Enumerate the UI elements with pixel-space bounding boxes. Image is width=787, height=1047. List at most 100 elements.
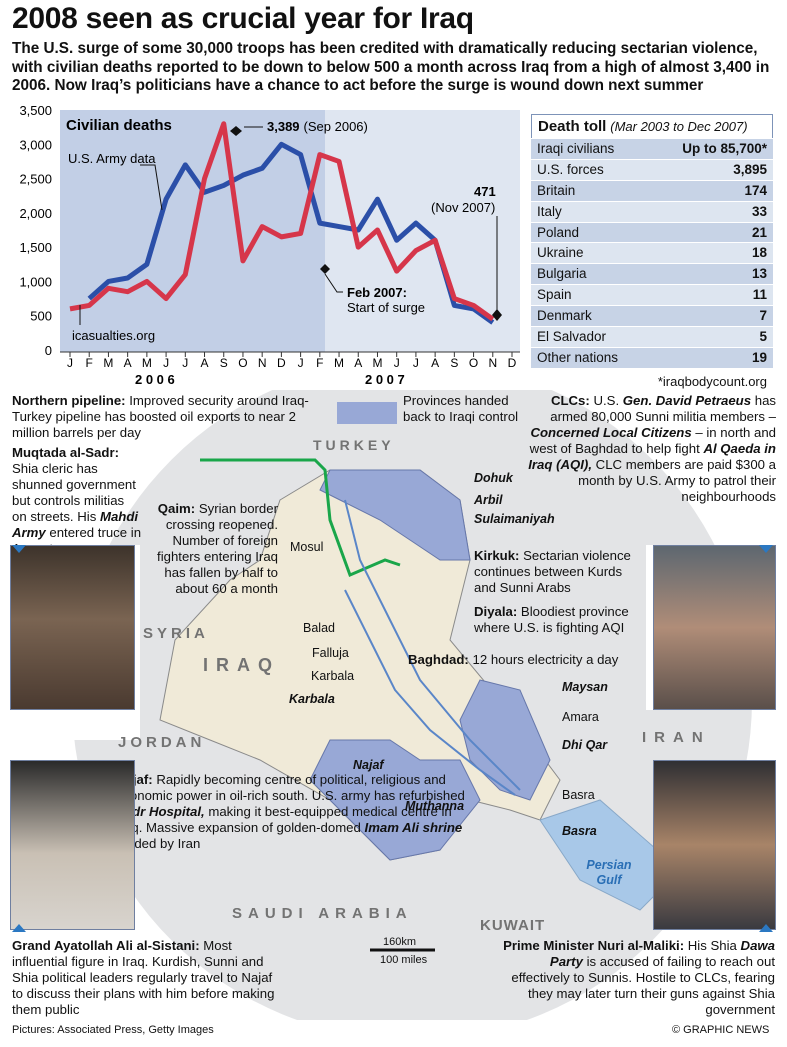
note-qaim: Qaim: Syrian border crossing reopened. N… <box>157 501 278 596</box>
y-tick-label: 3,500 <box>19 103 52 118</box>
death-toll-label: Iraqi civilians <box>537 141 615 156</box>
province-arbil: Arbil <box>474 493 503 507</box>
death-toll-label: Italy <box>537 203 562 219</box>
note-sistani: Grand Ayatollah Ali al-Sistani: Most inf… <box>12 938 275 1017</box>
scale-km: 160km <box>383 936 417 948</box>
note-clc: CLCs: U.S. Gen. David Petraeus has armed… <box>528 393 776 504</box>
death-toll-row: Iraqi civilians Up to 85,700* <box>531 138 773 159</box>
marker-maliki-icon <box>759 924 773 932</box>
tigris-river <box>344 499 521 791</box>
note-maliki: Prime Minister Nuri al-Maliki: His Shia … <box>503 938 775 1017</box>
y-tick-label: 1,500 <box>19 240 52 255</box>
city-mosul: Mosul <box>290 540 324 554</box>
series-line-1 <box>69 121 495 322</box>
death-toll-value: 3,895 <box>733 161 767 177</box>
surge-title: Feb 2007: <box>347 285 407 300</box>
death-toll-label: U.S. forces <box>537 161 604 177</box>
note-pipeline: Northern pipeline: Improved security aro… <box>12 393 309 440</box>
surge-text: Start of surge <box>347 300 425 315</box>
death-toll-label: El Salvador <box>537 329 607 345</box>
x-tick-label: D <box>277 356 286 370</box>
marker-petraeus-icon <box>759 545 773 553</box>
country-iran: IRAN <box>642 729 711 746</box>
y-tick-label: 0 <box>45 343 52 358</box>
death-toll-label: Britain <box>537 182 576 198</box>
death-toll-label: Other nations <box>537 349 619 365</box>
y-tick-label: 500 <box>30 309 52 324</box>
najaf-muthanna-provinces <box>309 739 481 861</box>
x-tick-label: M <box>142 356 152 370</box>
note-sadr: Muqtada al-Sadr: Shia cleric has shunned… <box>12 445 142 556</box>
death-toll-value: 11 <box>752 287 767 303</box>
scale-miles: 100 miles <box>380 954 428 966</box>
death-toll-row: Bulgaria 13 <box>531 263 773 285</box>
x-tick-label: A <box>354 356 362 370</box>
death-toll-label: Ukraine <box>537 245 584 261</box>
x-tick-label: O <box>469 356 478 370</box>
x-tick-label: J <box>394 356 400 370</box>
x-tick-label: J <box>182 356 188 370</box>
death-toll-row: Britain 174 <box>531 179 773 201</box>
province-sulaimaniyah: Sulaimaniyah <box>474 512 555 526</box>
city-amara: Amara <box>562 710 599 724</box>
intro-text: The U.S. surge of some 30,000 troops has… <box>12 40 770 94</box>
headline: 2008 seen as crucial year for Iraq <box>12 2 474 35</box>
photo-maliki <box>653 760 776 930</box>
series-line-0 <box>87 141 495 325</box>
death-toll-label: Spain <box>537 287 572 303</box>
x-tick-label: D <box>508 356 517 370</box>
death-toll-row: Other nations 19 <box>531 346 773 368</box>
x-tick-label: J <box>67 356 73 370</box>
legend-provinces-text: Provinces handed back to Iraqi control <box>403 393 519 424</box>
chart-title: Civilian deaths <box>66 117 172 134</box>
legend-swatch <box>337 402 397 424</box>
city-karbala: Karbala <box>311 669 355 683</box>
country-kuwait: KUWAIT <box>480 917 546 934</box>
latest-marker <box>492 309 502 321</box>
province-maysan: Maysan <box>562 680 608 694</box>
death-toll-value: 33 <box>751 203 767 219</box>
northern-pipeline <box>200 458 401 578</box>
x-tick-label: F <box>316 356 323 370</box>
city-balad: Balad <box>303 621 335 635</box>
province-dhi-qar: Dhi Qar <box>562 738 608 752</box>
province-basra: Basra <box>562 824 597 838</box>
death-toll-value: 21 <box>751 224 767 240</box>
footer-credits: Pictures: Associated Press, Getty Images <box>12 1024 214 1036</box>
euphrates-river <box>344 589 516 796</box>
city-basra: Basra <box>562 788 595 802</box>
x-tick-label: A <box>201 356 209 370</box>
country-iraq: IRAQ <box>203 655 280 675</box>
death-toll-label: Poland <box>537 224 580 240</box>
persian-gulf-label: Persian Gulf <box>586 858 632 887</box>
death-toll-row: Denmark 7 <box>531 305 773 327</box>
death-toll-label: Bulgaria <box>537 266 587 282</box>
photo-petraeus <box>653 545 776 710</box>
y-tick-label: 1,000 <box>19 274 52 289</box>
x-tick-label: J <box>413 356 419 370</box>
death-toll-value: 18 <box>751 245 767 261</box>
death-toll-header: Death toll (Mar 2003 to Dec 2007) <box>531 114 773 138</box>
country-turkey: TURKEY <box>313 437 395 453</box>
death-toll-value: Up to 85,700* <box>682 141 767 156</box>
y-tick-label: 2,500 <box>19 172 52 187</box>
x-tick-label: F <box>86 356 93 370</box>
x-tick-label: M <box>372 356 382 370</box>
surge-marker <box>320 264 330 274</box>
death-toll-value: 7 <box>759 308 767 324</box>
note-diyala: Diyala: Bloodiest province where U.S. is… <box>474 604 629 635</box>
death-toll-value: 174 <box>744 182 767 198</box>
country-syria: SYRIA <box>143 625 209 642</box>
death-toll-value: 5 <box>759 329 767 345</box>
x-tick-label: M <box>103 356 113 370</box>
army-label: U.S. Army data <box>68 151 156 166</box>
kurdistan-provinces <box>319 469 471 561</box>
year-label-2006: 2 0 0 6 <box>135 372 175 387</box>
marker-sistani-icon <box>12 924 26 932</box>
death-toll-value: 19 <box>751 349 767 365</box>
province-dohuk: Dohuk <box>474 471 513 485</box>
x-tick-label: O <box>238 356 247 370</box>
country-saudi-arabia: SAUDI ARABIA <box>232 905 413 922</box>
